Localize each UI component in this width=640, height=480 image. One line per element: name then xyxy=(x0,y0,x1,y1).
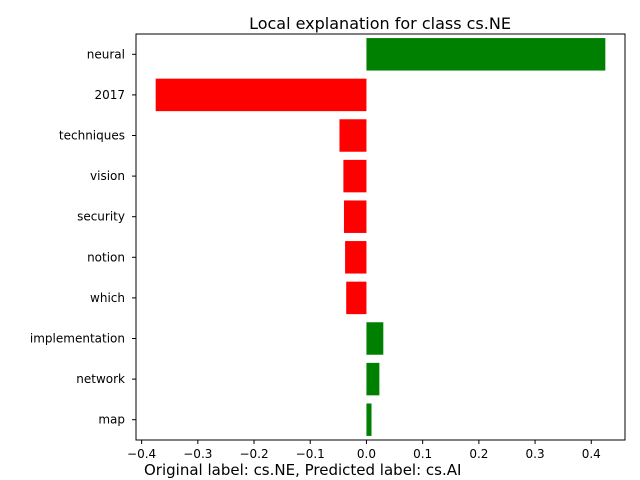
bar-network xyxy=(366,362,380,396)
bar-notion xyxy=(345,241,367,274)
y-tick-label: network xyxy=(76,372,125,386)
bars-group xyxy=(155,38,606,436)
x-tick-label: 0.2 xyxy=(469,447,488,461)
x-tick-label: −0.3 xyxy=(183,447,212,461)
x-tick-label: −0.4 xyxy=(127,447,156,461)
y-tick-label: map xyxy=(98,413,125,427)
x-tick-label: 0.4 xyxy=(582,447,601,461)
bar-2017 xyxy=(155,78,367,112)
y-tick-label: vision xyxy=(90,169,125,183)
x-tick-label: 0.0 xyxy=(357,447,376,461)
bar-neural xyxy=(366,38,606,71)
plot-frame xyxy=(135,33,626,441)
y-tick-label: implementation xyxy=(30,332,125,346)
y-tick-label: neural xyxy=(87,47,125,61)
label-caption: Original label: cs.NE, Predicted label: … xyxy=(144,461,461,479)
x-tick-label: 0.1 xyxy=(413,447,432,461)
bar-security xyxy=(343,200,367,233)
bar-implementation xyxy=(366,322,384,355)
x-axis-ticks: −0.4 −0.3 −0.2 −0.1 0.0 0.1 0.2 0.3 0.4 xyxy=(127,440,601,461)
x-tick-label: 0.3 xyxy=(526,447,545,461)
bar-techniques xyxy=(339,119,367,152)
x-tick-label: −0.1 xyxy=(296,447,325,461)
x-tick-label: −0.2 xyxy=(239,447,268,461)
y-tick-label: which xyxy=(90,291,125,305)
y-tick-label: notion xyxy=(87,250,125,264)
chart-title: Local explanation for class cs.NE xyxy=(249,14,511,33)
y-tick-label: security xyxy=(77,210,125,224)
bar-vision xyxy=(343,159,367,193)
y-tick-label: techniques xyxy=(59,129,125,143)
y-tick-label: 2017 xyxy=(94,88,125,102)
y-axis-ticks: neural 2017 techniques vision security notion… xyxy=(30,47,136,427)
bar-which xyxy=(346,281,367,315)
bar-map xyxy=(366,403,372,436)
